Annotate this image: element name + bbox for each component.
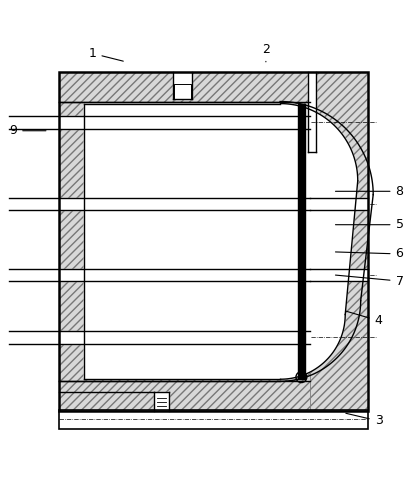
Text: 4: 4: [346, 311, 383, 327]
Text: 8: 8: [336, 185, 403, 198]
Polygon shape: [308, 72, 316, 151]
Polygon shape: [310, 198, 368, 210]
Polygon shape: [9, 116, 310, 129]
Text: 9: 9: [9, 124, 46, 137]
Polygon shape: [9, 198, 310, 210]
Bar: [59, 410, 368, 430]
Polygon shape: [9, 268, 310, 281]
Text: 3: 3: [346, 413, 383, 428]
Text: 1: 1: [89, 47, 123, 61]
Polygon shape: [298, 104, 305, 379]
Polygon shape: [173, 72, 192, 99]
Polygon shape: [84, 104, 358, 379]
Text: 2: 2: [262, 43, 270, 62]
Text: 7: 7: [336, 275, 403, 288]
Bar: [59, 72, 310, 411]
Polygon shape: [310, 268, 368, 281]
Bar: [59, 72, 368, 411]
Text: 6: 6: [336, 247, 403, 261]
Bar: [310, 72, 368, 411]
Polygon shape: [153, 392, 169, 411]
Polygon shape: [9, 331, 310, 344]
Text: 5: 5: [336, 218, 403, 231]
